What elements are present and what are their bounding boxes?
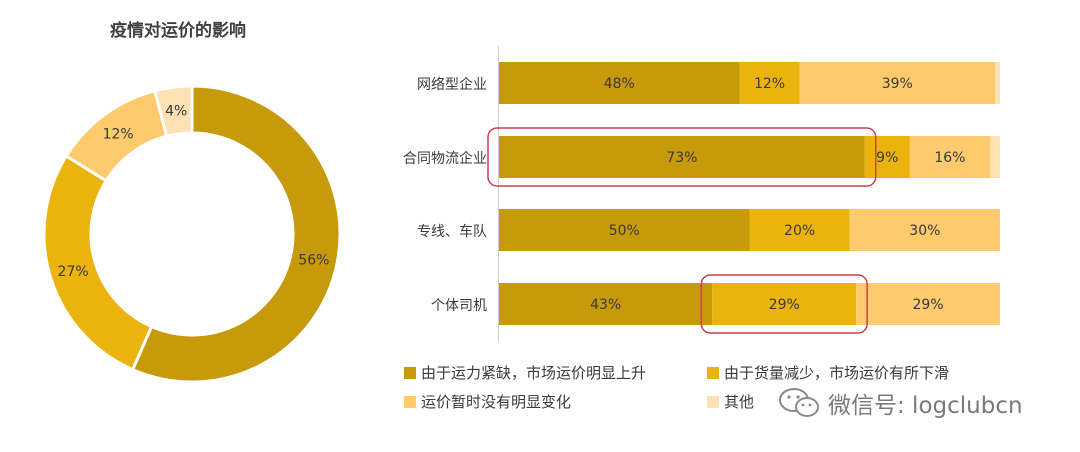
bar-segment xyxy=(989,136,1000,178)
highlight-box xyxy=(700,274,868,334)
category-label: 合同物流企业 xyxy=(403,150,487,167)
donut-slice-label: 56% xyxy=(298,252,329,268)
legend-swatch xyxy=(404,395,416,408)
bar-value-label: 29% xyxy=(769,297,800,313)
highlight-box xyxy=(487,127,877,187)
donut-slice xyxy=(130,84,342,384)
bar-segment xyxy=(712,283,857,325)
bar-segment xyxy=(994,62,1000,104)
bar-segment xyxy=(739,62,800,104)
legend-swatch xyxy=(707,366,719,379)
legend-label: 由于运力紧缺，市场运价明显上升 xyxy=(421,364,647,382)
donut-chart-title: 疫情对运价的影响 xyxy=(110,21,246,41)
bar-value-label: 30% xyxy=(909,223,940,239)
legend-swatch xyxy=(404,366,416,379)
bar-segment xyxy=(499,62,740,104)
bar-value-label: 50% xyxy=(609,223,640,239)
bar-value-label: 29% xyxy=(913,297,944,313)
bar-value-label: 9% xyxy=(876,150,898,166)
legend-item-4: 其他 xyxy=(707,391,754,412)
bar-segment xyxy=(499,136,865,178)
bar-value-label: 48% xyxy=(604,76,635,92)
bar-value-label: 73% xyxy=(666,150,697,166)
watermark-text: 微信号: logclubcn xyxy=(828,393,1023,419)
bar-segment xyxy=(749,209,850,251)
bar-segment xyxy=(799,62,995,104)
bar-segment xyxy=(499,209,750,251)
legend-label: 运价暂时没有明显变化 xyxy=(421,393,572,411)
legend-swatch xyxy=(707,395,719,408)
bar-segment xyxy=(849,209,1000,251)
donut-slice-label: 4% xyxy=(165,104,187,120)
bar-value-label: 43% xyxy=(590,297,621,313)
bar-value-label: 16% xyxy=(934,150,965,166)
donut-slice xyxy=(42,153,154,372)
bar-segment xyxy=(856,283,1000,325)
legend-item-2: 由于货量减少，市场运价有所下滑 xyxy=(707,362,949,383)
category-label: 专线、车队 xyxy=(417,223,487,240)
bar-segment xyxy=(909,136,990,178)
donut-slice-label: 12% xyxy=(103,127,134,143)
bar-segment xyxy=(864,136,910,178)
legend-item-3: 运价暂时没有明显变化 xyxy=(404,391,571,412)
legend-label: 由于货量减少，市场运价有所下滑 xyxy=(724,364,950,382)
legend-item-1: 由于运力紧缺，市场运价明显上升 xyxy=(404,362,646,383)
donut-slice-label: 27% xyxy=(58,264,89,280)
wechat-icon xyxy=(779,388,819,417)
bar-value-label: 20% xyxy=(784,223,815,239)
donut-slice xyxy=(153,84,194,139)
watermark: 微信号: logclubcn xyxy=(778,386,1023,420)
legend-label: 其他 xyxy=(724,393,755,411)
bar-value-label: 12% xyxy=(754,76,785,92)
bar-segment xyxy=(499,283,713,325)
bar-value-label: 39% xyxy=(882,76,913,92)
category-label: 个体司机 xyxy=(431,298,487,314)
category-label: 网络型企业 xyxy=(417,76,487,93)
